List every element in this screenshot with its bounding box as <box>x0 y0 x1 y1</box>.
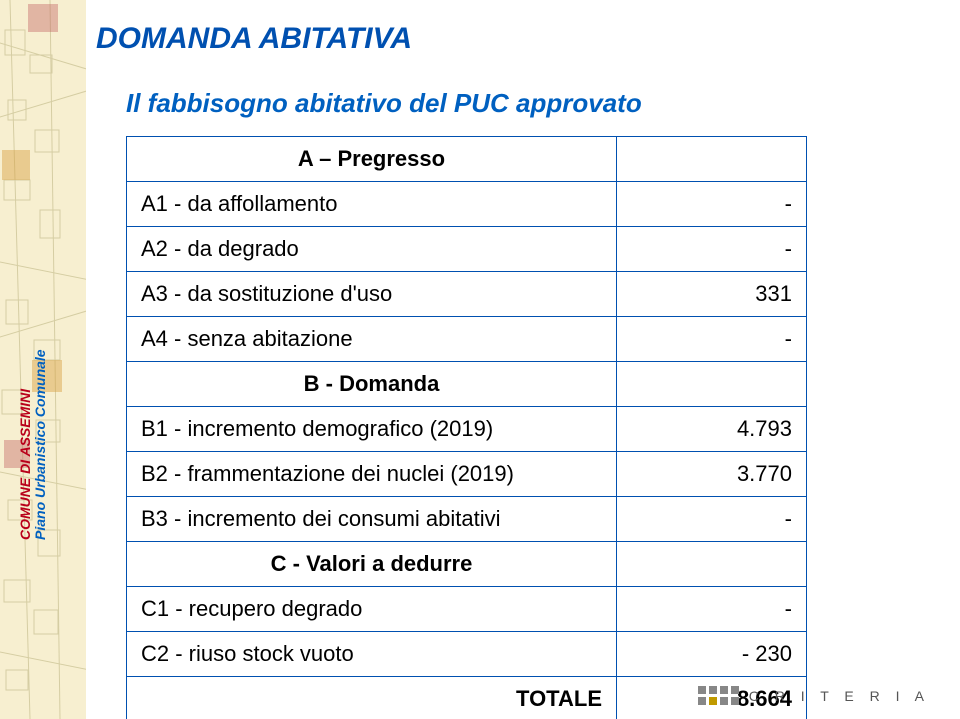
row-value: - <box>617 227 807 272</box>
row-label: C1 - recupero degrado <box>127 587 617 632</box>
table-header-c: C - Valori a dedurre <box>127 542 807 587</box>
table-row: B3 - incremento dei consumi abitativi - <box>127 497 807 542</box>
total-label: TOTALE <box>127 677 617 719</box>
header-b-label: B - Domanda <box>127 362 617 407</box>
footer-brand: C R I T E R I A <box>698 686 930 705</box>
data-table: A – Pregresso A1 - da affollamento - A2 … <box>126 136 807 719</box>
row-label: B2 - frammentazione dei nuclei (2019) <box>127 452 617 497</box>
row-value: - 230 <box>617 632 807 677</box>
row-value: - <box>617 182 807 227</box>
row-label: A1 - da affollamento <box>127 182 617 227</box>
row-label: A2 - da degrado <box>127 227 617 272</box>
sidebar-line2: Piano Urbanistico Comunale <box>33 349 48 540</box>
header-a-label: A – Pregresso <box>127 137 617 182</box>
row-label: A4 - senza abitazione <box>127 317 617 362</box>
page-title: DOMANDA ABITATIVA <box>96 22 412 56</box>
row-label: B1 - incremento demografico (2019) <box>127 407 617 452</box>
row-label: C2 - riuso stock vuoto <box>127 632 617 677</box>
row-value: 4.793 <box>617 407 807 452</box>
sidebar-line1: COMUNE DI ASSEMINI <box>18 349 33 540</box>
header-c-val <box>617 542 807 587</box>
header-c-label: C - Valori a dedurre <box>127 542 617 587</box>
sidebar-vertical-label: COMUNE DI ASSEMINI Piano Urbanistico Com… <box>18 349 49 540</box>
page-subtitle: Il fabbisogno abitativo del PUC approvat… <box>126 88 642 119</box>
table-header-b: B - Domanda <box>127 362 807 407</box>
table-row: B1 - incremento demografico (2019) 4.793 <box>127 407 807 452</box>
table-header-a: A – Pregresso <box>127 137 807 182</box>
header-b-val <box>617 362 807 407</box>
header-a-val <box>617 137 807 182</box>
row-value: - <box>617 497 807 542</box>
table-row: C1 - recupero degrado - <box>127 587 807 632</box>
row-value: 3.770 <box>617 452 807 497</box>
table-row: A2 - da degrado - <box>127 227 807 272</box>
row-label: B3 - incremento dei consumi abitativi <box>127 497 617 542</box>
table-row: A3 - da sostituzione d'uso 331 <box>127 272 807 317</box>
table-row: A4 - senza abitazione - <box>127 317 807 362</box>
row-value: - <box>617 317 807 362</box>
brand-text: C R I T E R I A <box>749 688 930 704</box>
row-label: A3 - da sostituzione d'uso <box>127 272 617 317</box>
table-row: C2 - riuso stock vuoto - 230 <box>127 632 807 677</box>
row-value: - <box>617 587 807 632</box>
table-row: B2 - frammentazione dei nuclei (2019) 3.… <box>127 452 807 497</box>
brand-dots-icon <box>698 686 739 705</box>
row-value: 331 <box>617 272 807 317</box>
table-row: A1 - da affollamento - <box>127 182 807 227</box>
